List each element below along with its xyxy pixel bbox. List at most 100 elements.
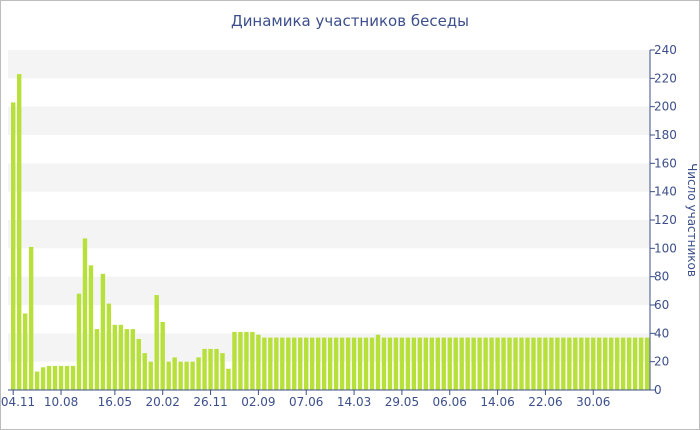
bar (489, 337, 494, 390)
bar (375, 334, 381, 390)
y-tick-label: 0 (654, 383, 662, 397)
bar (124, 329, 130, 390)
bar (429, 337, 434, 390)
y-tick-label: 40 (654, 326, 669, 340)
bar (405, 337, 411, 390)
bar (100, 273, 106, 390)
y-tick-label: 240 (654, 43, 677, 57)
bar (501, 337, 506, 390)
bar (202, 348, 207, 390)
y-tick-label: 80 (654, 270, 669, 284)
bars (11, 74, 650, 391)
bar (226, 368, 231, 390)
bar (166, 361, 171, 390)
bar (609, 337, 614, 390)
bar (154, 295, 159, 390)
y-axis: 0 20 40 60 80 100 120 140 160 180 200 220 240 (649, 43, 677, 397)
bar (196, 357, 201, 390)
bar (160, 322, 165, 390)
bar (447, 337, 452, 390)
bar (112, 324, 118, 390)
bar (321, 337, 327, 390)
bar (573, 337, 578, 390)
bar (292, 337, 297, 390)
y-tick-label: 180 (654, 128, 677, 142)
bar (70, 365, 76, 390)
bar (369, 337, 375, 390)
bar (614, 337, 620, 390)
bar (603, 337, 608, 390)
grid-bands (8, 50, 650, 362)
x-tick-label: 14.03 (337, 395, 371, 409)
grid-band (8, 220, 650, 249)
bar (507, 337, 512, 390)
bar (178, 361, 183, 390)
grid-band (8, 50, 650, 79)
bar (585, 337, 590, 390)
bar (298, 337, 303, 390)
bar (465, 337, 470, 390)
x-tick-label: 06.06 (433, 395, 467, 409)
x-tick-label: 26.11 (193, 395, 227, 409)
bar (632, 337, 638, 390)
bar (393, 337, 399, 390)
x-axis: 04.11 10.08 16.05 20.02 26.11 02.09 07.06 14.03… (1, 389, 650, 409)
bar (11, 102, 16, 391)
x-tick-label: 14.06 (480, 395, 514, 409)
x-tick-label: 04.11 (1, 395, 35, 409)
bar (477, 337, 482, 390)
bar (333, 337, 339, 390)
bar (537, 337, 542, 390)
y-tick-label: 140 (654, 185, 677, 199)
bar (256, 334, 261, 390)
bar (118, 324, 124, 390)
bar (220, 353, 225, 390)
bar (184, 361, 189, 390)
x-tick-label: 22.06 (528, 395, 562, 409)
y-axis-label: Число участников (685, 163, 699, 277)
bar (591, 337, 596, 390)
bar (148, 361, 153, 390)
x-tick-label: 10.08 (44, 395, 78, 409)
bar (519, 337, 524, 390)
grid-band (8, 163, 650, 192)
chart-title: Динамика участников беседы (230, 12, 470, 30)
bar (286, 337, 291, 390)
bar (543, 337, 548, 390)
bar (262, 337, 267, 390)
bar (513, 337, 518, 390)
bar (106, 303, 112, 390)
bar (58, 365, 64, 390)
bar (94, 329, 100, 390)
bar (310, 337, 315, 390)
bar (136, 339, 141, 390)
bar (238, 331, 243, 390)
bar (345, 337, 351, 390)
bar (76, 293, 82, 390)
bar (327, 337, 333, 390)
bar (28, 246, 34, 390)
bar (82, 238, 88, 390)
bar (315, 337, 321, 390)
x-tick-label: 29.05 (385, 395, 419, 409)
y-tick-label: 20 (654, 355, 669, 369)
bar (381, 337, 387, 390)
bar (555, 337, 560, 390)
bar (459, 337, 464, 390)
y-tick-label: 100 (654, 241, 677, 255)
bar (441, 337, 446, 390)
bar (525, 337, 530, 390)
y-tick-label: 60 (654, 298, 669, 312)
y-tick-label: 120 (654, 213, 677, 227)
bar (232, 331, 237, 390)
bar (34, 371, 40, 390)
x-tick-label: 16.05 (98, 395, 132, 409)
bar (244, 331, 249, 390)
bar (435, 337, 440, 390)
bar (268, 337, 273, 390)
bar (567, 337, 572, 390)
bar (483, 337, 488, 390)
bar (561, 337, 566, 390)
bar (339, 337, 345, 390)
